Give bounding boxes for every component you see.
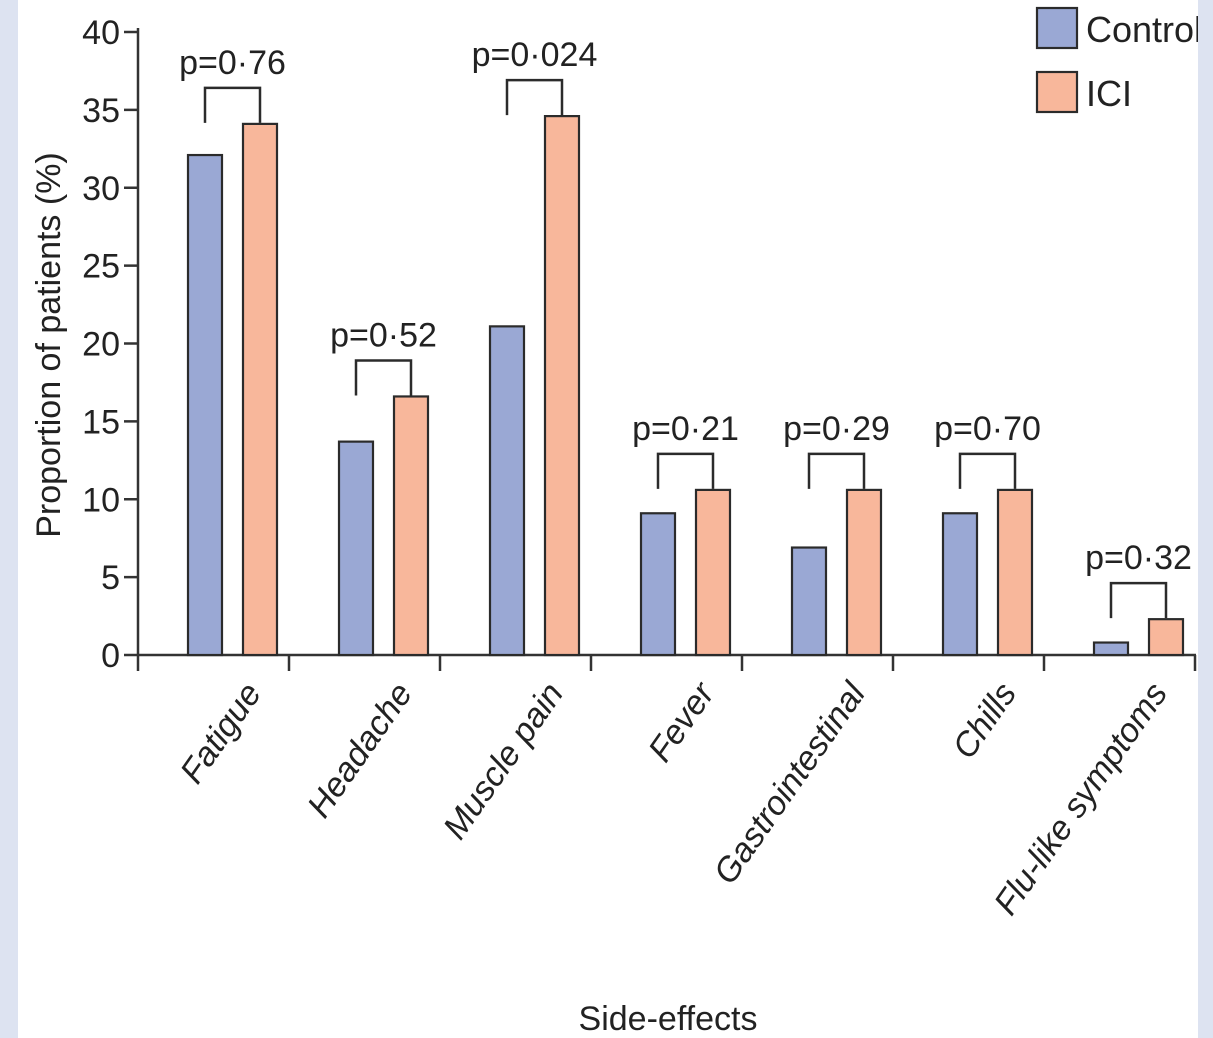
p-value-annotations: p=0·76 p=0·52 p=0·024 p=0·21 p=0·29 p=0·70 p=0… [179,36,1192,619]
y-tick-label: 0 [101,637,120,675]
x-axis-title: Side-effects [579,1000,758,1038]
bar-control-muscle-pain [488,325,526,657]
legend-swatch-ici [1035,70,1079,114]
bar-control-fever [639,512,677,657]
y-tick-label: 10 [82,481,120,519]
bar-control-flu-like-symptoms [1092,641,1130,657]
bar-ici-headache [392,395,430,657]
y-tick-label: 20 [82,326,120,364]
p-value-bracket [656,452,715,489]
bar-control-gastrointestinal [790,546,828,657]
legend-label-ici: ICI [1086,73,1132,114]
p-value-label: p=0·76 [179,44,286,82]
bar-ici-gastrointestinal [845,488,883,657]
bar-ici-chills [996,488,1034,657]
x-tick-label: Gastrointestinal [706,675,873,891]
p-value-label: p=0·52 [330,316,437,354]
p-value-label: p=0·024 [472,36,598,74]
bar-ici-muscle-pain [543,115,581,657]
y-tick-label: 25 [82,248,120,286]
bar-control-chills [941,512,979,657]
x-tick-label: Chills [945,676,1024,766]
p-value-label: p=0·21 [632,410,739,448]
x-tick-label: Flu-like symptoms [987,676,1175,922]
bar-ici-fatigue [241,122,279,657]
p-value-bracket [958,452,1017,489]
y-axis-title: Proportion of patients (%) [30,152,68,538]
bar-chart: 0 5 10 15 20 25 30 35 40 Fatigue Headache Muscle p… [30,6,1198,1038]
legend-label-control: Control [1086,9,1198,50]
p-value-bracket [203,86,262,123]
p-value-bracket [354,359,413,396]
bar-ici-flu-like-symptoms [1147,618,1185,657]
bar-control-headache [337,440,375,657]
y-tick-label: 5 [101,559,120,597]
p-value-bracket [1109,581,1168,619]
x-tick-label: Fatigue [173,676,269,791]
y-tick-label: 40 [82,14,120,52]
p-value-label: p=0·70 [934,410,1041,448]
bar-control-fatigue [186,153,224,657]
x-tick-label: Muscle pain [436,676,571,846]
x-tick-label: Fever [641,674,723,768]
p-value-label: p=0·29 [783,410,890,448]
bars [186,115,1185,657]
p-value-bracket [807,452,866,489]
x-axis: Fatigue Headache Muscle pain FeverGastroint… [136,653,1197,922]
chart-stage: 0 5 10 15 20 25 30 35 40 Fatigue Headache Muscle p… [18,0,1198,1038]
x-tick-label: Headache [300,676,420,825]
p-value-bracket [505,78,564,116]
bar-ici-fever [694,488,732,657]
p-value-label: p=0·32 [1085,539,1192,577]
y-axis: 0 5 10 15 20 25 30 35 40 [82,14,140,675]
y-tick-label: 15 [82,403,120,441]
y-tick-label: 35 [82,92,120,130]
legend-swatch-control [1035,6,1079,50]
y-tick-label: 30 [82,170,120,208]
legend: Control ICI [1035,6,1198,114]
